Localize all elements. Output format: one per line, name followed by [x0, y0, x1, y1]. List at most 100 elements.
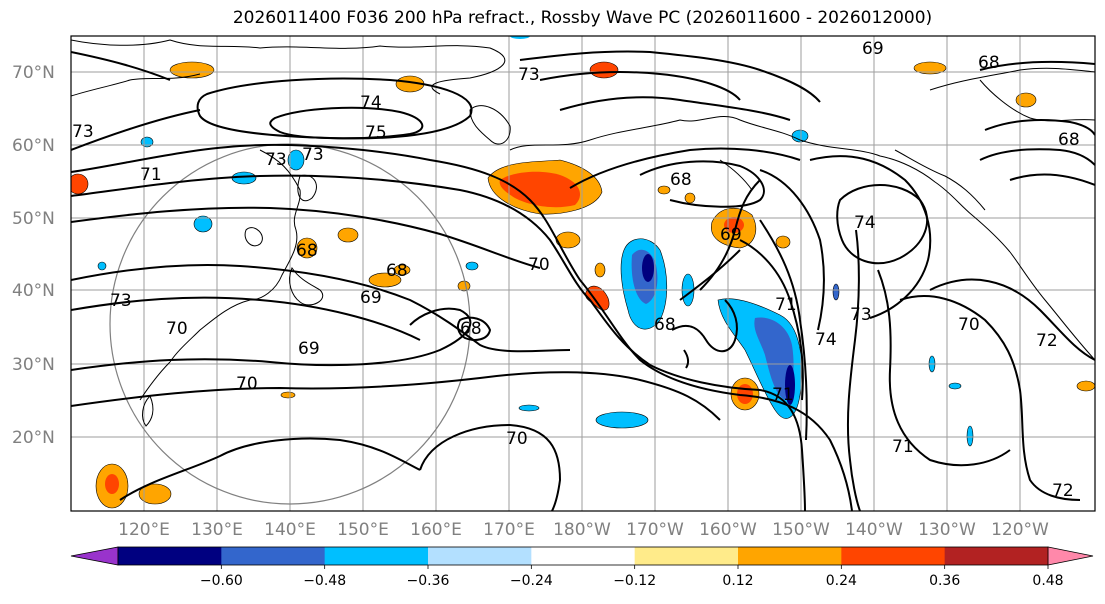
pos-anomaly: [1015, 92, 1037, 108]
lon-label: 150°E: [337, 520, 389, 540]
pos-anomaly: [393, 264, 411, 276]
contour-label: 72: [1036, 331, 1058, 351]
colorbar-segment: [428, 547, 532, 565]
colorbar-segment: [531, 547, 636, 565]
contour-label: 71: [892, 437, 914, 457]
neg-anomaly-core: [642, 254, 654, 282]
contour-label: 73: [72, 122, 94, 142]
lon-label: 140°E: [264, 520, 316, 540]
contour-label: 70: [528, 255, 550, 275]
neg-anomaly-core: [754, 317, 794, 400]
contour-label: 73: [110, 291, 132, 311]
refractivity-contours: [71, 50, 1095, 511]
colorbar-segment: [634, 547, 739, 565]
colorbar-tick-label: −0.12: [613, 573, 656, 589]
lat-label-30n: 30°N: [12, 355, 55, 375]
contour-label: 74: [360, 93, 382, 113]
pos-anomaly: [368, 272, 402, 288]
contour-label: 68: [460, 319, 482, 339]
contour-label: 71: [140, 165, 162, 185]
contour-label: 75: [365, 123, 387, 143]
map-title: 2026011400 F036 200 hPa refract., Rossby…: [232, 8, 933, 28]
neg-anomaly-core: [785, 365, 795, 405]
contour-label: 71: [775, 295, 797, 315]
contour-label: 70: [958, 315, 980, 335]
colorbar-segment: [738, 547, 842, 565]
plot-frame: [70, 35, 1096, 512]
contour-label: 72: [1052, 481, 1074, 501]
colorbar-tick-label: 0.12: [722, 573, 753, 589]
pos-anomaly: [337, 227, 359, 243]
contour-label: 69: [720, 225, 742, 245]
contour-label: 70: [166, 319, 188, 339]
pos-anomaly: [585, 285, 610, 311]
graticule: [71, 36, 1095, 511]
pos-anomaly: [280, 391, 296, 399]
rossby-wave-shading: [71, 36, 1095, 509]
neg-anomaly: [966, 425, 974, 447]
lon-label: 140°W: [845, 520, 903, 540]
contour-label: 70: [506, 429, 528, 449]
pos-anomaly-core: [499, 171, 580, 208]
contour-label: 68: [670, 170, 692, 190]
pos-anomaly: [594, 262, 606, 278]
pos-anomaly: [138, 483, 172, 505]
contour-label: 69: [862, 39, 884, 59]
plot-area: [71, 36, 1095, 511]
lon-label: 130°W: [918, 520, 976, 540]
pos-anomaly: [589, 61, 619, 79]
pos-anomaly: [684, 192, 696, 204]
colorbar-tick-label: −0.24: [510, 573, 553, 589]
latitude-labels: 70°N 60°N 50°N 40°N 30°N 20°N: [12, 63, 55, 448]
neg-anomaly: [948, 382, 962, 390]
colorbar-segment: [221, 547, 326, 565]
colorbar-tick-label: 0.48: [1032, 573, 1063, 589]
lon-label: 120°W: [991, 520, 1049, 540]
lon-label: 170°E: [483, 520, 535, 540]
colorbar-segment: [118, 547, 222, 565]
neg-anomaly: [287, 149, 305, 171]
neg-anomaly: [97, 261, 107, 271]
neg-anomaly: [465, 261, 479, 271]
lon-label: 160°E: [410, 520, 462, 540]
colorbar-tick-label: −0.48: [303, 573, 346, 589]
lon-label: 160°W: [699, 520, 757, 540]
colorbar-segment: [944, 547, 1049, 565]
colorbar-segment: [324, 547, 429, 565]
pos-anomaly: [913, 61, 947, 75]
pos-anomaly: [1076, 380, 1095, 392]
contour-label: 73: [302, 145, 324, 165]
neg-anomaly: [510, 36, 530, 39]
contour-label: 68: [386, 261, 408, 281]
contour-label: 74: [815, 330, 837, 350]
colorbar: −0.60 −0.48 −0.36 −0.24 −0.12 0.12 0.24 0.36 0.4…: [70, 546, 1094, 589]
contour-label: 69: [298, 339, 320, 359]
contour-label: 68: [1058, 130, 1080, 150]
pos-anomaly: [296, 237, 318, 259]
contour-label: 73: [265, 150, 287, 170]
lon-label: 120°E: [118, 520, 170, 540]
contour-label: 73: [850, 305, 872, 325]
lat-label-50n: 50°N: [12, 209, 55, 229]
lon-label: 180°W: [553, 520, 611, 540]
lon-label: 150°W: [772, 520, 830, 540]
lat-label-60n: 60°N: [12, 136, 55, 156]
colorbar-tick-label: 0.24: [826, 573, 857, 589]
contour-label: 68: [654, 315, 676, 335]
colorbar-tick-label: −0.36: [407, 573, 450, 589]
pos-anomaly-core: [724, 217, 744, 233]
colorbar-extend-high: [1047, 546, 1094, 566]
pos-anomaly: [775, 235, 791, 249]
pos-anomaly: [169, 61, 215, 79]
contour-labels: 69 68 68 73 74 75 73 71 73 73 68 68 68 7…: [72, 39, 1080, 501]
colorbar-extend-low: [70, 546, 119, 566]
colorbar-outline: [117, 546, 1049, 566]
contour-label: 71: [772, 385, 794, 405]
colorbar-tick-label: 0.36: [929, 573, 960, 589]
neg-anomaly: [595, 411, 649, 429]
lat-label-20n: 20°N: [12, 428, 55, 448]
pos-anomaly: [71, 173, 89, 195]
lon-label: 130°E: [191, 520, 243, 540]
neg-anomaly: [518, 404, 540, 412]
